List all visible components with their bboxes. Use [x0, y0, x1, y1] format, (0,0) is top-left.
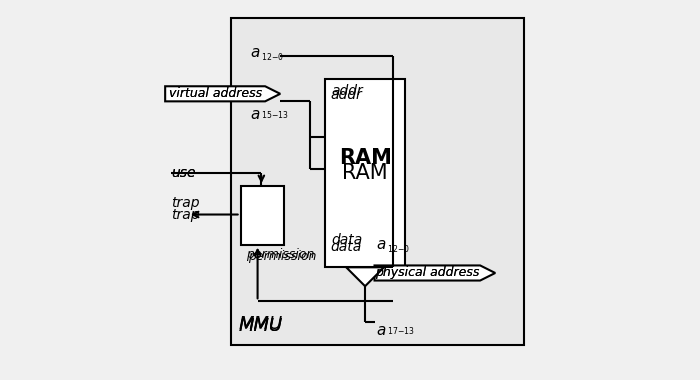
Text: trap: trap — [171, 196, 199, 210]
Text: physical address: physical address — [375, 266, 480, 279]
Text: $_{17\mathsf{-}13}$: $_{17\mathsf{-}13}$ — [387, 326, 414, 338]
Text: $a$: $a$ — [376, 237, 386, 252]
Text: use: use — [171, 166, 195, 180]
Text: MMU: MMU — [239, 317, 283, 335]
Text: data: data — [330, 240, 362, 254]
Text: use: use — [171, 166, 195, 180]
Text: $_{12\mathsf{-}0}$: $_{12\mathsf{-}0}$ — [387, 244, 410, 256]
Text: addr: addr — [331, 84, 363, 98]
Text: virtual address: virtual address — [169, 87, 262, 100]
Text: $_{12\mathsf{-}0}$: $_{12\mathsf{-}0}$ — [261, 51, 284, 63]
Text: physical address: physical address — [375, 266, 480, 279]
Text: RAM: RAM — [339, 148, 391, 168]
Text: $a$: $a$ — [376, 323, 386, 338]
Text: addr: addr — [330, 88, 362, 102]
Text: $_{15\mathsf{-}13}$: $_{15\mathsf{-}13}$ — [261, 109, 289, 122]
Text: data: data — [331, 233, 363, 247]
Text: $a$: $a$ — [250, 107, 260, 122]
Text: permission: permission — [246, 249, 314, 261]
Bar — [231, 18, 524, 345]
Text: trap: trap — [171, 207, 199, 222]
Text: $a$: $a$ — [250, 45, 260, 60]
Polygon shape — [346, 268, 384, 286]
Text: permission: permission — [248, 250, 316, 263]
Text: RAM: RAM — [342, 163, 388, 183]
Text: virtual address: virtual address — [169, 87, 262, 100]
Text: MMU: MMU — [239, 317, 283, 335]
Bar — [326, 79, 405, 268]
Bar — [241, 186, 284, 245]
Text: MMU: MMU — [239, 315, 283, 333]
Polygon shape — [374, 266, 495, 280]
Polygon shape — [165, 86, 280, 101]
